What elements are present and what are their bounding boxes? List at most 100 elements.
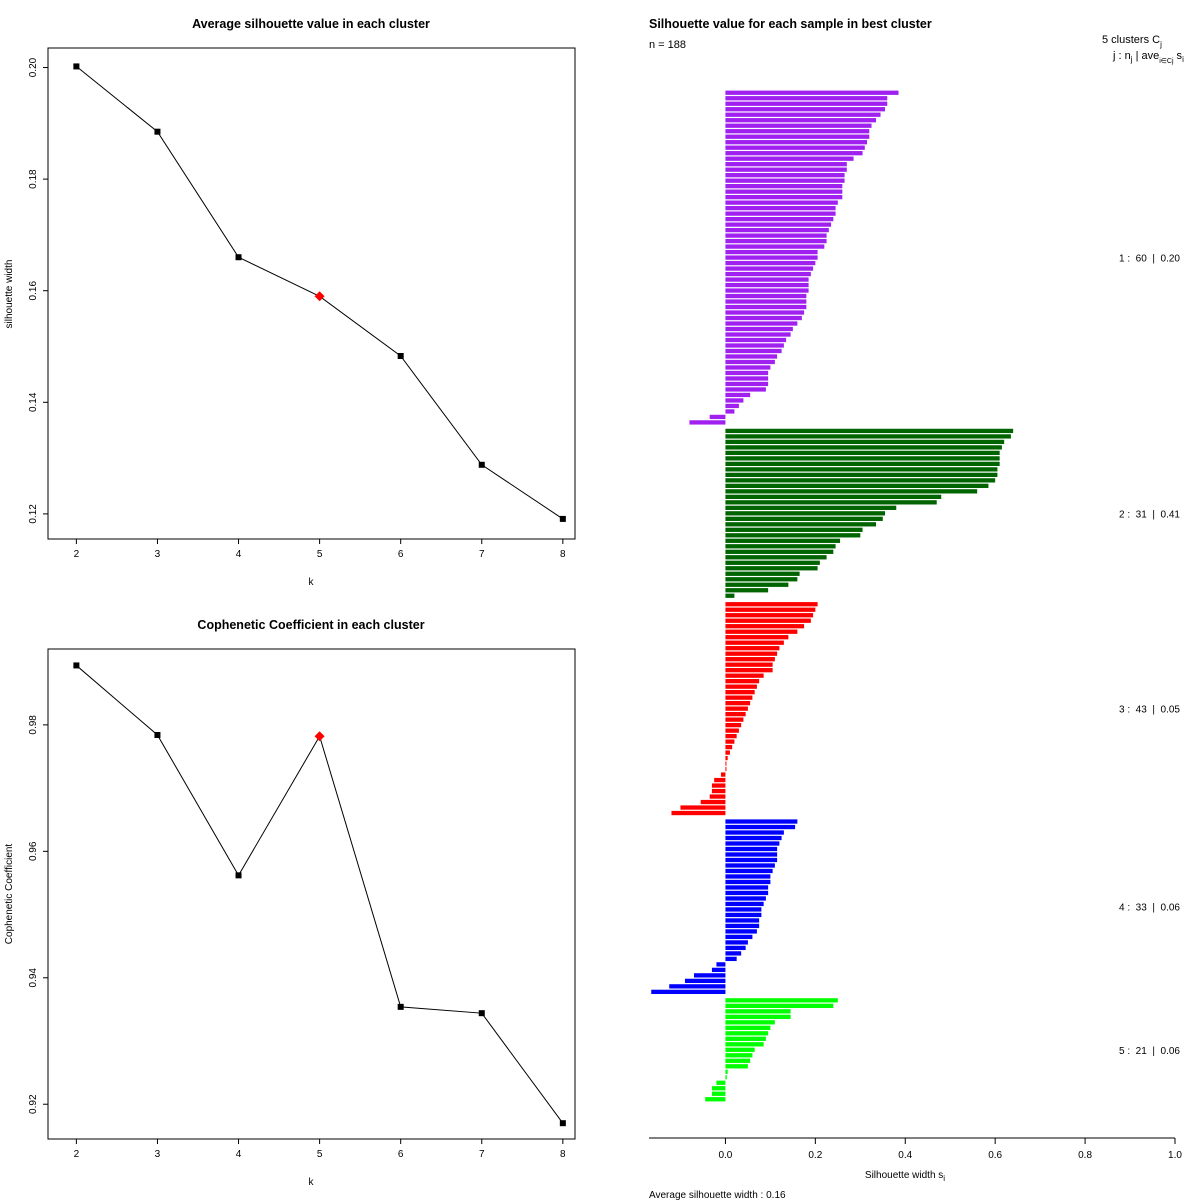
silhouette-bar xyxy=(725,879,771,885)
silhouette-bar xyxy=(725,151,863,156)
silhouette-bar xyxy=(725,918,760,923)
silhouette-bar xyxy=(725,560,820,565)
silhouette-bar xyxy=(725,409,735,414)
silhouette-bar xyxy=(725,376,769,381)
silhouette-bar xyxy=(725,874,771,879)
silhouette-bar xyxy=(725,538,841,543)
silhouette-bar xyxy=(725,940,748,945)
silhouette-bar xyxy=(725,445,1002,450)
data-point xyxy=(397,1003,404,1010)
x-tick-label: 1.0 xyxy=(1168,1150,1182,1161)
silhouette-bar xyxy=(725,500,937,505)
silhouette-bar xyxy=(725,593,735,598)
silhouette-bar xyxy=(725,118,877,123)
data-point xyxy=(559,1120,566,1127)
silhouette-bar xyxy=(725,483,989,489)
silhouette-bar xyxy=(725,96,888,101)
silhouette-bar xyxy=(725,1064,748,1069)
plot-frame xyxy=(47,47,576,540)
y-tick-label: 0.16 xyxy=(28,281,39,301)
silhouette-bar xyxy=(725,354,778,359)
silhouette-bar xyxy=(725,733,737,739)
x-tick-label: 7 xyxy=(479,1149,485,1160)
y-tick-label: 0.14 xyxy=(28,392,39,412)
silhouette-bar xyxy=(711,1091,726,1096)
silhouette-bar xyxy=(725,700,751,706)
silhouette-bar xyxy=(725,178,845,183)
silhouette-bar xyxy=(725,662,773,667)
silhouette-bar xyxy=(725,381,769,387)
silhouette-bar xyxy=(725,310,805,315)
x-tick-label: 5 xyxy=(317,1149,323,1160)
silhouette-bar xyxy=(725,1025,771,1030)
silhouette-bar xyxy=(725,835,782,841)
silhouette-bar xyxy=(725,945,746,951)
silhouette-bar xyxy=(725,912,762,918)
silhouette-bar xyxy=(725,293,807,299)
silhouette-bar xyxy=(725,461,1000,467)
silhouette-bar xyxy=(725,1058,751,1063)
silhouette-bar xyxy=(725,544,836,549)
silhouette-bar xyxy=(725,428,1014,434)
data-point xyxy=(154,128,161,135)
x-tick-label: 0.8 xyxy=(1078,1150,1092,1161)
silhouette-bar xyxy=(709,794,726,799)
silhouette-bar xyxy=(725,1075,727,1080)
silhouette-bar xyxy=(725,173,845,178)
cluster-summary-label: 5 : 21 | 0.06 xyxy=(1119,1046,1180,1057)
silhouette-bar xyxy=(725,673,764,678)
x-tick-label: 2 xyxy=(74,1149,80,1160)
x-tick-label: 3 xyxy=(155,1149,161,1160)
silhouette-bar xyxy=(689,420,726,425)
silhouette-bar xyxy=(725,439,1005,445)
silhouette-bar xyxy=(725,101,888,106)
silhouette-bar xyxy=(725,244,825,249)
y-axis-label: Cophenetic Coefficient xyxy=(4,844,15,945)
silhouette-line-chart: Average silhouette value in each cluster… xyxy=(4,17,576,588)
silhouette-bar xyxy=(725,194,843,200)
silhouette-bar xyxy=(725,646,780,651)
data-point xyxy=(154,731,161,738)
silhouette-bar xyxy=(725,635,789,640)
silhouette-bar xyxy=(725,588,769,593)
silhouette-bar xyxy=(725,668,773,673)
data-point xyxy=(235,872,242,879)
silhouette-bar xyxy=(725,1047,755,1052)
data-point xyxy=(478,1010,485,1017)
silhouette-bar xyxy=(725,522,877,527)
x-tick-label: 0.6 xyxy=(988,1150,1002,1161)
data-point xyxy=(73,662,80,669)
x-tick-label: 6 xyxy=(398,549,404,560)
x-tick-label: 8 xyxy=(560,549,566,560)
silhouette-bar xyxy=(725,841,780,846)
silhouette-bar xyxy=(725,602,818,607)
x-tick-label: 0.4 xyxy=(898,1150,912,1161)
silhouette-bar xyxy=(725,467,998,472)
x-axis-label: k xyxy=(309,1177,315,1188)
silhouette-bar xyxy=(725,387,766,392)
data-point xyxy=(478,461,485,468)
x-tick-label: 0.2 xyxy=(808,1150,822,1161)
x-axis-label: Silhouette width si xyxy=(865,1170,945,1183)
data-point xyxy=(397,352,404,359)
y-tick-label: 0.12 xyxy=(28,504,39,524)
silhouette-bar xyxy=(725,233,827,238)
silhouette-bar xyxy=(725,277,809,282)
silhouette-bar xyxy=(725,211,836,216)
silhouette-bar xyxy=(684,978,726,984)
silhouette-bar xyxy=(725,750,730,755)
x-axis-label: k xyxy=(309,577,315,588)
silhouette-bar xyxy=(725,516,883,521)
silhouette-bar xyxy=(725,846,778,852)
silhouette-bar xyxy=(725,640,784,645)
cluster-summary-label: 2 : 31 | 0.41 xyxy=(1119,509,1180,520)
x-tick-label: 3 xyxy=(155,549,161,560)
silhouette-bar xyxy=(725,934,753,940)
silhouette-bar xyxy=(725,489,978,494)
silhouette-bar xyxy=(725,450,1000,456)
silhouette-bar xyxy=(725,472,998,478)
silhouette-bar xyxy=(725,613,814,618)
silhouette-bar xyxy=(725,403,739,409)
silhouette-bar xyxy=(725,1003,834,1008)
silhouette-bar xyxy=(669,984,726,989)
